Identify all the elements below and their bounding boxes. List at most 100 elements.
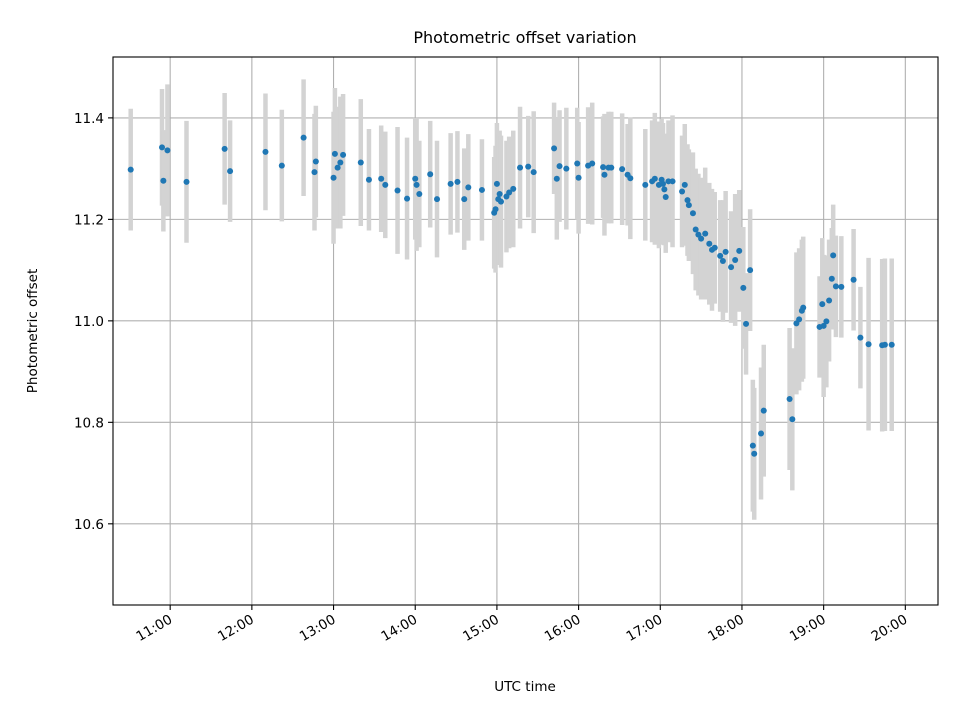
- data-point: [221, 145, 228, 152]
- data-point: [823, 318, 830, 325]
- data-point: [740, 284, 747, 291]
- data-point: [850, 276, 857, 283]
- data-point: [427, 171, 434, 178]
- y-tick-label: 10.6: [74, 517, 104, 533]
- data-point: [563, 165, 570, 172]
- data-point: [365, 176, 372, 183]
- data-point: [262, 148, 269, 155]
- data-point: [743, 320, 750, 327]
- data-point: [689, 210, 696, 217]
- data-point: [600, 164, 607, 171]
- data-point: [758, 430, 765, 437]
- data-point: [416, 191, 423, 197]
- data-point: [461, 196, 468, 203]
- data-point: [496, 191, 503, 197]
- data-point: [412, 175, 419, 182]
- data-point: [819, 301, 826, 308]
- data-point: [506, 189, 513, 196]
- data-point: [330, 174, 337, 181]
- y-tick-label: 11.0: [74, 314, 104, 330]
- data-point: [311, 169, 318, 176]
- data-point: [711, 244, 718, 251]
- data-point: [492, 206, 499, 213]
- data-point: [312, 158, 319, 165]
- data-point: [434, 196, 441, 203]
- data-point: [786, 395, 793, 402]
- data-point: [838, 283, 845, 290]
- data-point: [627, 175, 634, 182]
- data-point: [608, 164, 615, 171]
- data-point: [413, 181, 420, 188]
- data-point: [574, 160, 581, 167]
- data-point: [340, 151, 347, 158]
- data-point: [642, 181, 649, 188]
- data-point: [832, 283, 839, 290]
- data-point: [510, 185, 517, 192]
- data-point: [454, 178, 461, 185]
- data-point: [127, 166, 134, 173]
- data-point: [660, 180, 666, 187]
- data-point: [857, 334, 864, 341]
- data-point: [556, 163, 563, 170]
- data-point: [760, 407, 767, 414]
- data-point: [736, 247, 743, 254]
- data-point: [719, 257, 726, 264]
- data-point: [881, 341, 888, 348]
- data-point: [751, 450, 758, 457]
- data-point: [669, 178, 676, 185]
- data-point: [334, 164, 341, 171]
- data-point: [553, 175, 560, 182]
- data-point: [619, 166, 626, 173]
- data-point: [497, 198, 504, 205]
- data-point: [828, 275, 835, 282]
- data-points: [127, 134, 895, 457]
- data-point: [662, 194, 669, 201]
- data-point: [227, 168, 234, 175]
- x-axis-label: UTC time: [494, 679, 556, 695]
- data-point: [160, 177, 167, 184]
- data-point: [800, 304, 807, 311]
- data-point: [789, 416, 796, 423]
- data-point: [575, 174, 582, 181]
- data-point: [732, 256, 739, 263]
- data-point: [796, 316, 803, 323]
- data-point: [681, 181, 688, 188]
- data-point: [394, 187, 401, 194]
- data-point: [747, 267, 754, 274]
- data-point: [749, 442, 756, 449]
- data-point: [820, 322, 827, 329]
- data-point: [717, 252, 724, 259]
- data-point: [684, 197, 691, 204]
- y-axis-label: Photometric offset: [25, 269, 41, 393]
- data-point: [465, 184, 472, 191]
- data-point: [159, 144, 166, 151]
- data-point: [679, 188, 686, 195]
- data-point: [493, 180, 500, 187]
- data-point: [698, 235, 705, 242]
- data-point: [865, 341, 872, 348]
- data-point: [601, 171, 608, 178]
- data-point: [300, 134, 307, 141]
- data-point: [517, 164, 524, 171]
- data-point: [382, 181, 389, 188]
- data-point: [685, 202, 692, 209]
- data-point: [404, 195, 411, 202]
- chart-title: Photometric offset variation: [413, 28, 636, 47]
- data-point: [337, 159, 344, 166]
- data-point: [589, 160, 596, 167]
- data-point: [331, 150, 338, 157]
- data-point: [661, 186, 668, 193]
- data-point: [478, 186, 485, 193]
- data-point: [525, 163, 532, 170]
- data-point: [830, 252, 837, 259]
- data-point: [826, 297, 833, 304]
- data-point: [692, 226, 699, 233]
- y-tick-label: 10.8: [74, 415, 104, 431]
- data-point: [530, 169, 537, 176]
- data-point: [278, 162, 285, 169]
- data-point: [728, 264, 735, 271]
- data-point: [378, 175, 385, 182]
- y-tick-label: 11.4: [74, 111, 104, 127]
